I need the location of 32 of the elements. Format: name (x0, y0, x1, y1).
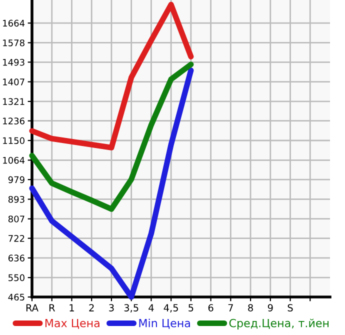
x-tick-label: 4,5 (164, 304, 178, 312)
x-tick-label: 6 (208, 304, 214, 312)
x-tick-label: S (288, 304, 293, 312)
x-tick-label: R (49, 304, 55, 312)
y-tick-label: 1407 (3, 78, 24, 86)
legend-label: Max Цена (45, 319, 100, 329)
y-tick-label: 1493 (3, 58, 24, 66)
y-tick-label: 636 (8, 254, 24, 262)
y-tick-label: 550 (8, 274, 24, 282)
x-tick-label: 9 (268, 304, 273, 312)
legend-label: Min Цена (139, 318, 190, 329)
x-tick-label: 7 (228, 304, 233, 312)
y-tick-label: 1064 (3, 156, 25, 164)
y-tick-label: 893 (8, 196, 24, 203)
y-tick-label: 722 (8, 235, 24, 242)
y-tick-label: 1321 (3, 98, 24, 105)
x-tick-label: 1 (70, 304, 74, 312)
y-tick-label: 1578 (3, 39, 24, 46)
x-tick-label: 4 (148, 304, 154, 312)
x-tick-label: RA (26, 304, 38, 312)
y-tick-label: 1236 (3, 118, 24, 124)
x-tick-label: 2 (89, 304, 94, 312)
x-tick-label: 3 (109, 304, 114, 312)
y-tick-label: 465 (8, 294, 24, 301)
y-tick-label: 1664 (3, 20, 25, 27)
legend-label: Сред.Цена, т.йен (229, 318, 329, 330)
y-tick-label: 807 (8, 216, 24, 222)
x-tick-label: 8 (248, 304, 253, 312)
x-tick-label: 3,5 (124, 304, 138, 312)
y-tick-label: 1150 (3, 137, 24, 144)
y-tick-label: 979 (8, 176, 24, 184)
x-tick-label: 5 (188, 304, 194, 312)
